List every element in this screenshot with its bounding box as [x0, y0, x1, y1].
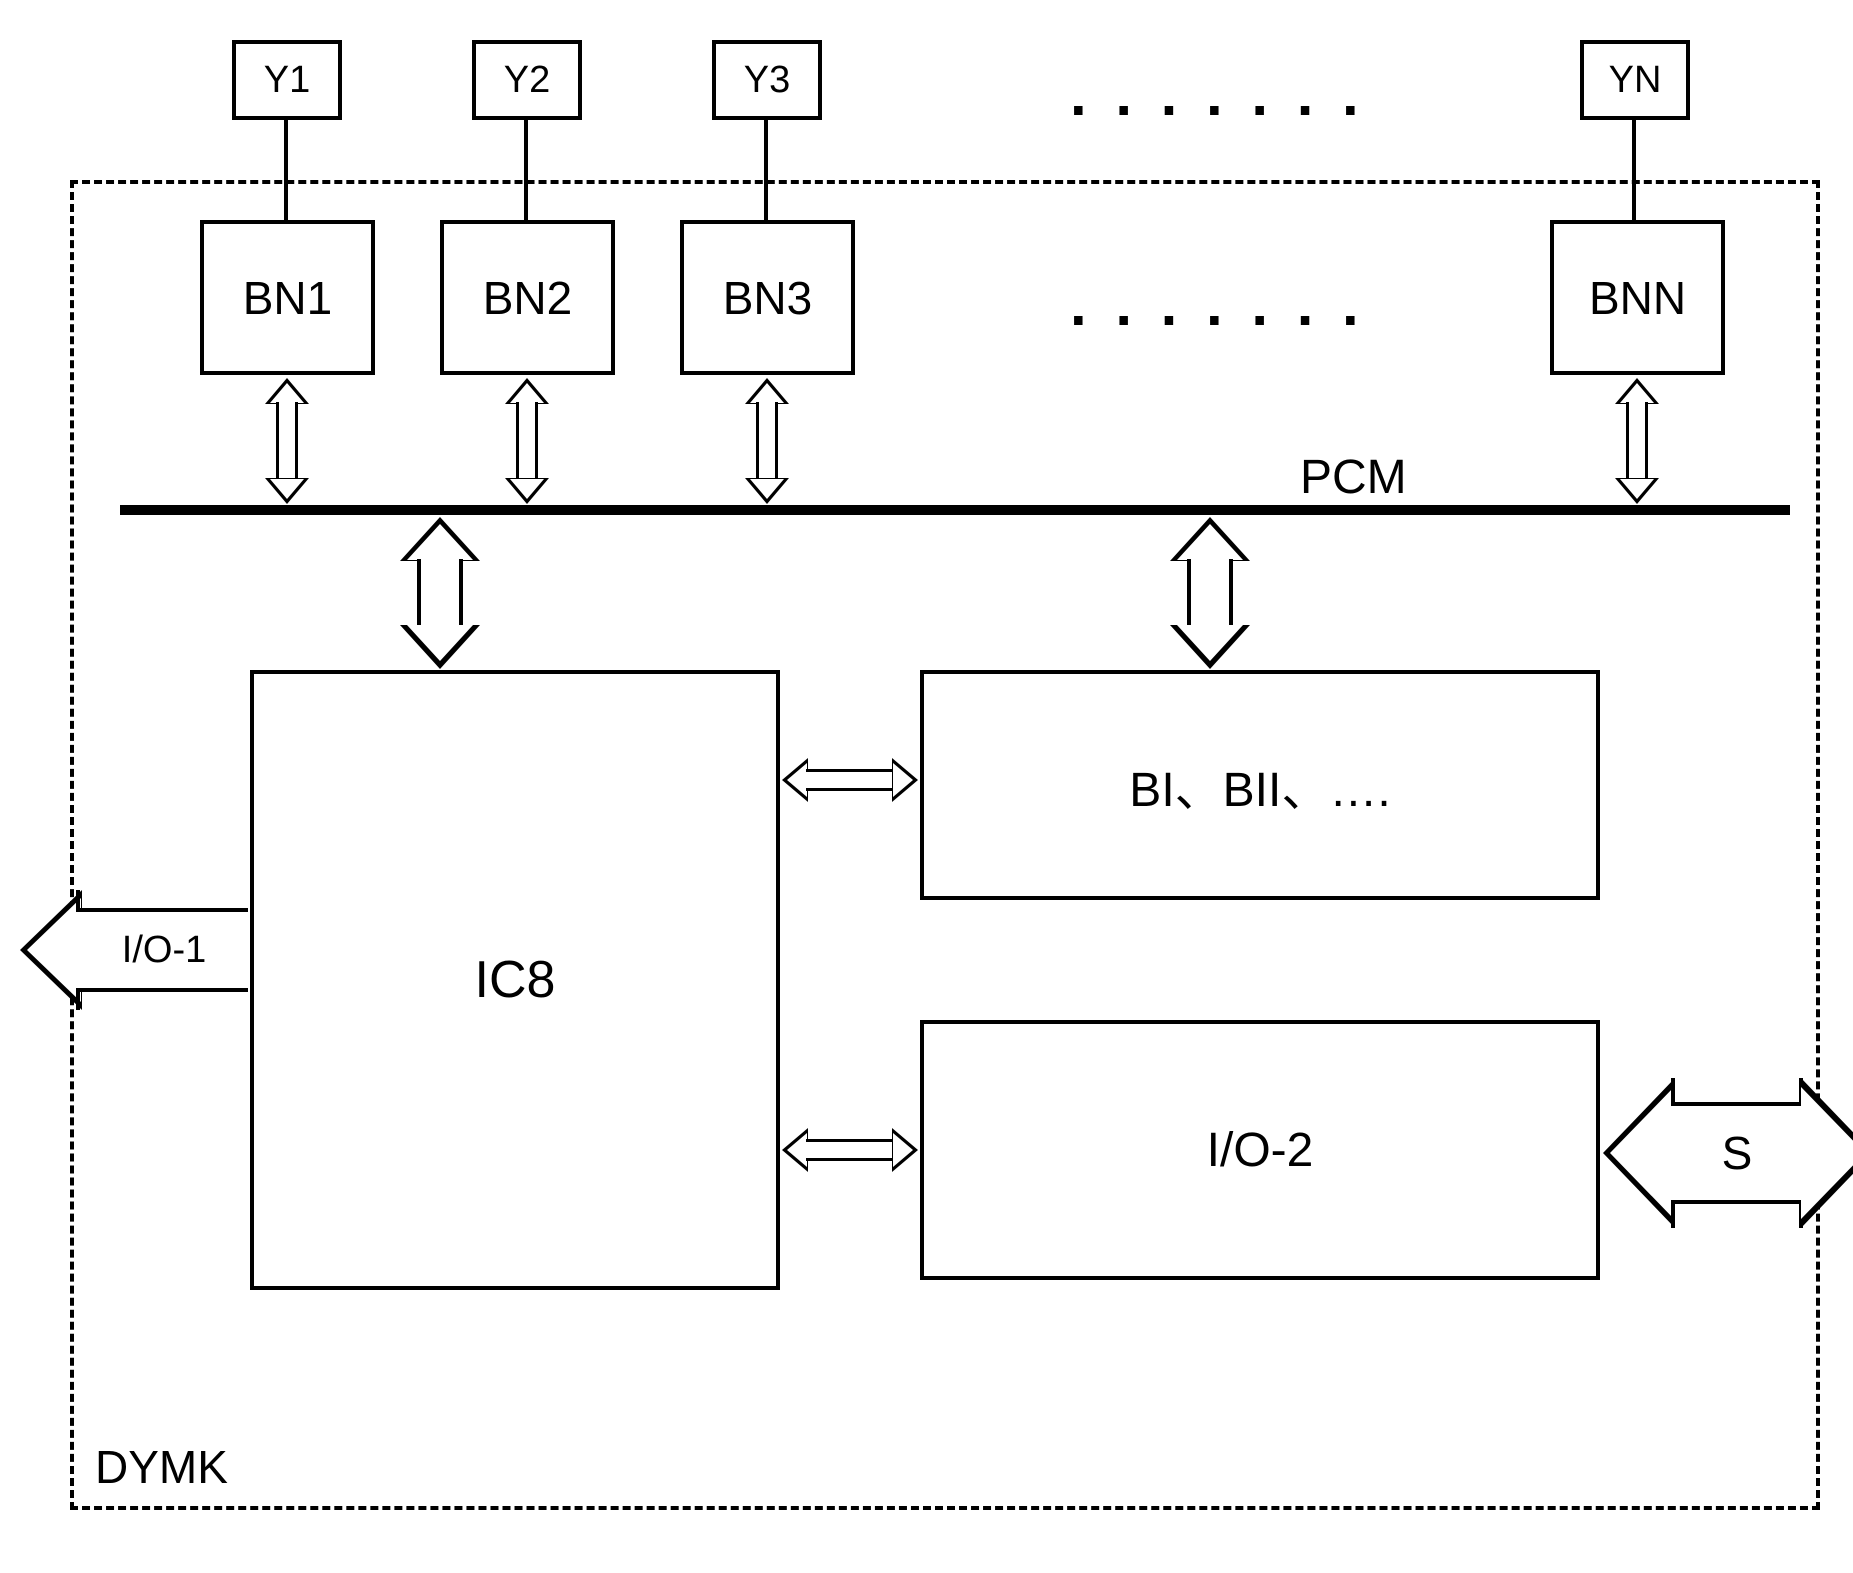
node-bnn: BNN	[1550, 220, 1725, 375]
arrow-bn2-bus	[505, 378, 549, 504]
node-bi-label: BI、BII、….	[1129, 750, 1390, 820]
node-bn1-label: BN1	[243, 271, 332, 325]
node-io2: I/O-2	[920, 1020, 1600, 1280]
node-ic8: IC8	[250, 670, 780, 1290]
node-y1: Y1	[232, 40, 342, 120]
node-yn: YN	[1580, 40, 1690, 120]
node-bn2: BN2	[440, 220, 615, 375]
node-y2-label: Y2	[504, 59, 550, 102]
node-bn3-label: BN3	[723, 271, 812, 325]
arrow-s: S	[1603, 1078, 1853, 1228]
bn-ellipsis: . . . . . . .	[1070, 270, 1365, 339]
node-y3: Y3	[712, 40, 822, 120]
arrow-bn1-bus	[265, 378, 309, 504]
line-y1-bn1	[284, 120, 288, 220]
pcm-label: PCM	[1300, 450, 1407, 505]
dymk-label: DYMK	[95, 1440, 228, 1494]
node-bn3: BN3	[680, 220, 855, 375]
line-yn-bnn	[1632, 120, 1636, 220]
node-y3-label: Y3	[744, 59, 790, 102]
node-bn2-label: BN2	[483, 271, 572, 325]
arrow-io1-label: I/O-1	[122, 929, 206, 972]
node-io2-label: I/O-2	[1207, 1123, 1314, 1178]
arrow-bn3-bus	[745, 378, 789, 504]
arrow-bus-ic8	[400, 517, 480, 669]
node-bi: BI、BII、….	[920, 670, 1600, 900]
arrow-bus-bi	[1170, 517, 1250, 669]
pcm-bus	[120, 505, 1790, 515]
arrow-ic8-bi	[782, 758, 918, 802]
line-y2-bn2	[524, 120, 528, 220]
node-y1-label: Y1	[264, 59, 310, 102]
node-yn-label: YN	[1609, 59, 1662, 102]
arrow-io1: I/O-1	[20, 890, 248, 1010]
line-y3-bn3	[764, 120, 768, 220]
node-ic8-label: IC8	[475, 950, 556, 1010]
arrow-s-label: S	[1722, 1126, 1753, 1180]
node-bn1: BN1	[200, 220, 375, 375]
top-ellipsis: . . . . . . .	[1070, 60, 1365, 129]
node-bnn-label: BNN	[1589, 271, 1686, 325]
arrow-bnn-bus	[1615, 378, 1659, 504]
node-y2: Y2	[472, 40, 582, 120]
diagram-canvas: DYMK Y1 Y2 Y3 YN . . . . . . . BN1 BN2 B…	[20, 20, 1853, 1553]
arrow-ic8-io2	[782, 1128, 918, 1172]
